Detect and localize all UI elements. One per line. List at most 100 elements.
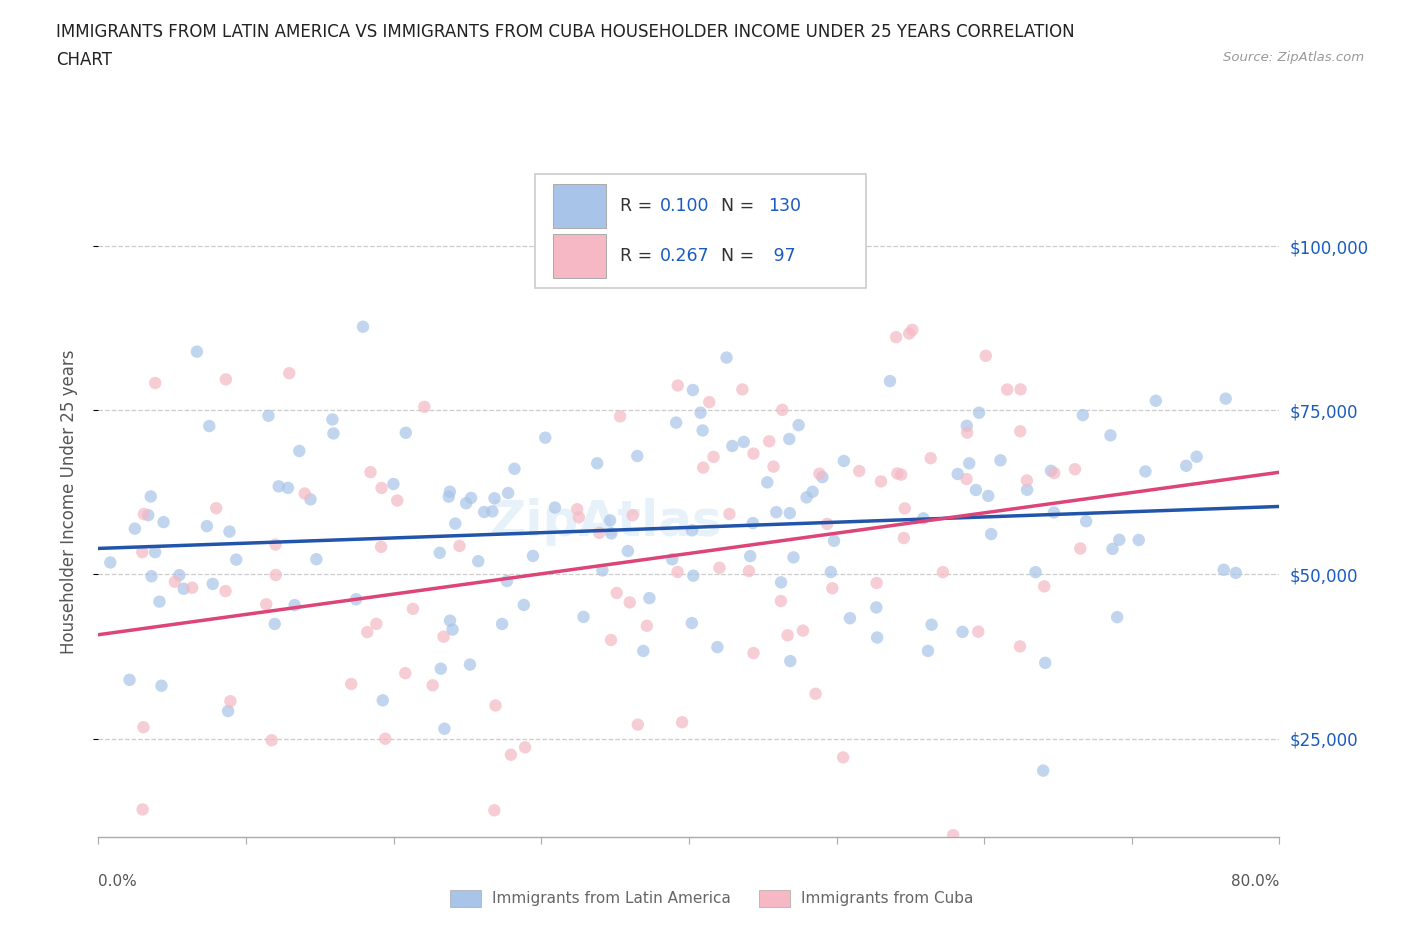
- Point: [496, 485, 519, 500]
- Point: [215, 372, 238, 387]
- Point: [186, 344, 208, 359]
- Point: [402, 602, 425, 617]
- Point: [360, 465, 382, 480]
- Point: [617, 543, 640, 558]
- Point: [1010, 424, 1032, 439]
- Point: [956, 425, 979, 440]
- Point: [294, 486, 316, 501]
- Point: [132, 507, 155, 522]
- Y-axis label: Householder Income Under 25 years: Householder Income Under 25 years: [59, 350, 77, 655]
- Point: [344, 591, 367, 606]
- Point: [942, 828, 965, 843]
- Point: [977, 488, 1000, 503]
- Point: [801, 485, 824, 499]
- Point: [886, 466, 908, 481]
- Point: [278, 365, 301, 380]
- Point: [588, 525, 610, 540]
- Point: [756, 475, 779, 490]
- Point: [901, 323, 924, 338]
- Point: [898, 326, 921, 341]
- Point: [152, 514, 174, 529]
- Point: [422, 678, 444, 693]
- Point: [260, 733, 283, 748]
- Point: [322, 426, 344, 441]
- Point: [356, 625, 378, 640]
- Point: [974, 349, 997, 364]
- Point: [1069, 541, 1091, 556]
- Text: Immigrants from Latin America: Immigrants from Latin America: [492, 891, 731, 906]
- Text: R =: R =: [620, 197, 658, 215]
- Point: [1071, 407, 1094, 422]
- Point: [1064, 462, 1087, 477]
- Point: [832, 454, 855, 469]
- Text: 80.0%: 80.0%: [1232, 874, 1279, 889]
- Point: [148, 594, 170, 609]
- Point: [917, 644, 939, 658]
- Point: [225, 552, 247, 567]
- Point: [1040, 463, 1063, 478]
- Point: [432, 630, 454, 644]
- Point: [544, 500, 567, 515]
- Point: [484, 698, 506, 713]
- Point: [808, 466, 831, 481]
- Point: [600, 632, 623, 647]
- Point: [1215, 392, 1237, 406]
- Point: [491, 617, 513, 631]
- Point: [214, 584, 236, 599]
- Point: [627, 717, 650, 732]
- Point: [839, 611, 862, 626]
- Point: [718, 507, 741, 522]
- Point: [740, 549, 762, 564]
- Point: [267, 479, 290, 494]
- Point: [621, 508, 644, 523]
- Point: [198, 418, 221, 433]
- Point: [815, 516, 838, 531]
- Point: [352, 319, 374, 334]
- Text: ZipAtlas: ZipAtlas: [489, 498, 723, 546]
- Point: [792, 623, 814, 638]
- Point: [967, 624, 990, 639]
- Point: [776, 628, 799, 643]
- Point: [124, 521, 146, 536]
- Point: [1099, 428, 1122, 443]
- Point: [481, 504, 503, 519]
- Point: [769, 593, 792, 608]
- Point: [848, 463, 870, 478]
- Point: [413, 399, 436, 414]
- Point: [437, 489, 460, 504]
- Point: [1076, 513, 1098, 528]
- Point: [912, 511, 935, 525]
- Point: [1225, 565, 1247, 580]
- Point: [169, 567, 191, 582]
- Point: [132, 720, 155, 735]
- Point: [277, 481, 299, 496]
- Point: [733, 434, 755, 449]
- Point: [623, 839, 645, 854]
- Point: [150, 678, 173, 693]
- Point: [299, 492, 322, 507]
- Point: [920, 451, 942, 466]
- Point: [606, 586, 628, 601]
- Point: [1043, 505, 1066, 520]
- Point: [965, 483, 987, 498]
- Point: [503, 461, 526, 476]
- Point: [371, 693, 394, 708]
- Point: [893, 531, 915, 546]
- Point: [195, 519, 218, 534]
- Point: [980, 526, 1002, 541]
- Point: [870, 474, 893, 489]
- Point: [706, 640, 728, 655]
- Point: [731, 382, 754, 397]
- FancyBboxPatch shape: [553, 184, 606, 228]
- Point: [572, 609, 595, 624]
- Point: [567, 502, 589, 517]
- Point: [395, 425, 418, 440]
- Point: [665, 415, 688, 430]
- Point: [1033, 579, 1056, 594]
- Point: [666, 379, 689, 393]
- Text: N =: N =: [721, 247, 759, 265]
- Point: [1185, 449, 1208, 464]
- Point: [254, 597, 277, 612]
- Point: [600, 526, 623, 541]
- Text: N =: N =: [721, 197, 759, 215]
